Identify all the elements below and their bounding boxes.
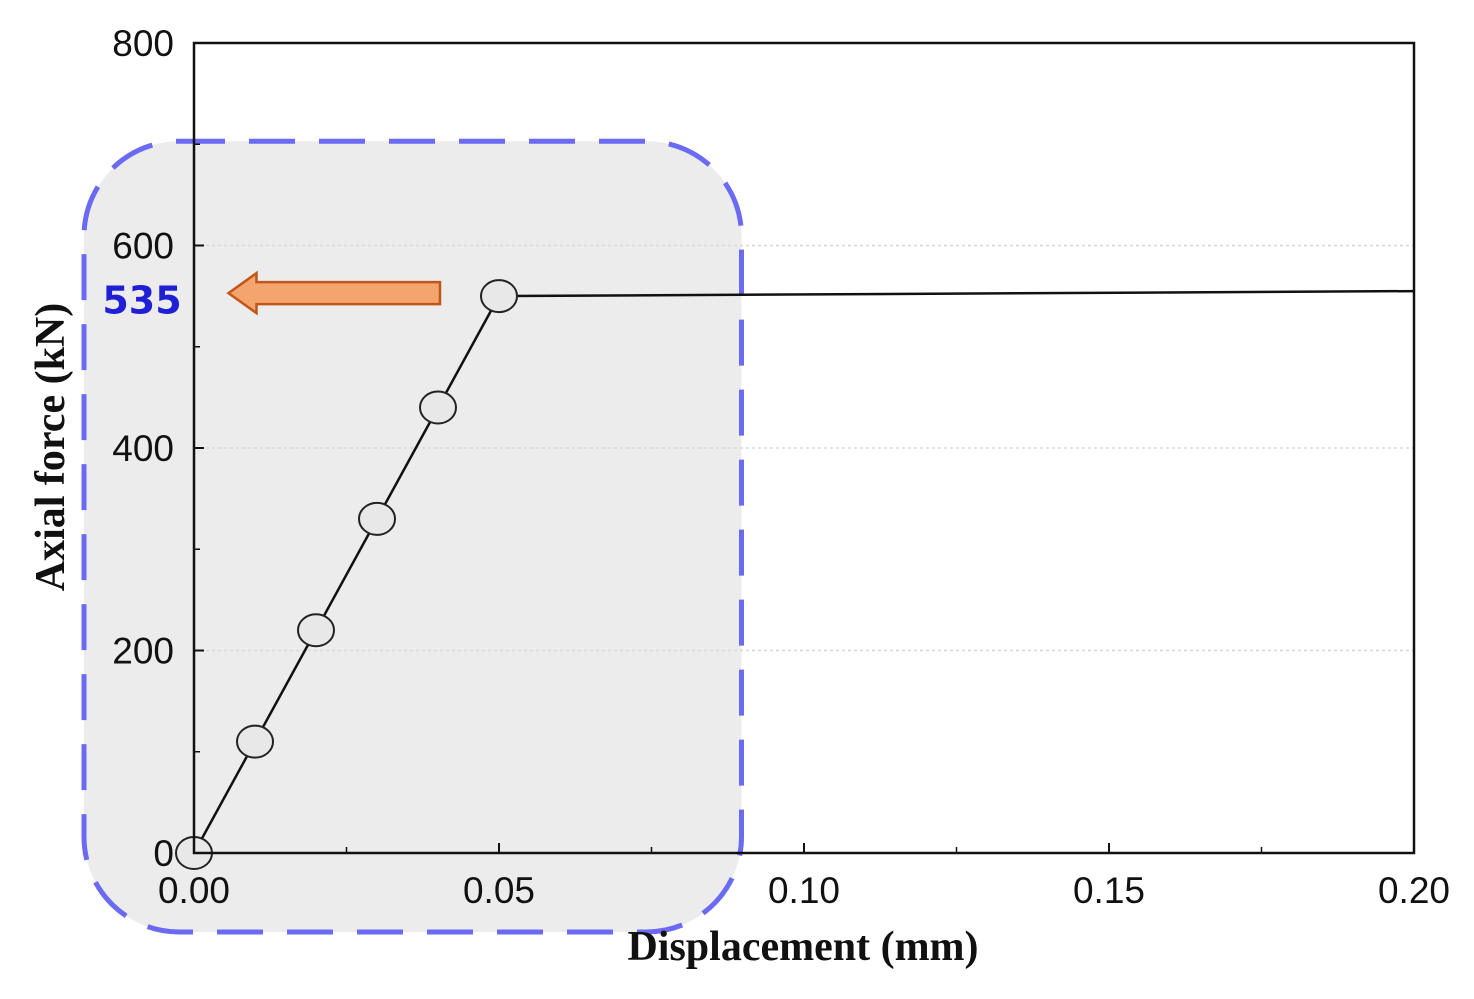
y-tick-label: 400 (112, 428, 174, 469)
annotation-layer: 535 (102, 270, 442, 322)
x-axis-title: Displacement (mm) (627, 924, 978, 970)
value-label-535: 535 (102, 278, 181, 322)
highlight-box (81, 138, 744, 935)
y-tick-label: 0 (153, 833, 174, 874)
left-arrow-icon (226, 270, 442, 316)
data-point-marker (236, 724, 274, 759)
x-tick-label: 0.00 (158, 870, 230, 911)
tick-layer: 0.00 0.05 0.10 0.15 0.20 0 200 400 600 800 (112, 23, 1450, 911)
series-line-1 (498, 289, 1415, 298)
data-point-marker (297, 613, 335, 648)
x-tick-label: 0.20 (1378, 870, 1450, 911)
y-tick-label: 600 (112, 226, 174, 267)
x-tick-label: 0.15 (1073, 870, 1145, 911)
data-point-marker (358, 501, 396, 536)
y-axis-title: Axial force (kN) (28, 303, 74, 591)
highlight-region-layer (81, 138, 744, 935)
y-tick-label: 200 (112, 631, 174, 672)
grid-layer (194, 244, 1414, 652)
x-tick-label: 0.10 (768, 870, 840, 911)
data-point-marker (419, 390, 457, 425)
series-line-0 (192, 295, 501, 854)
y-tick-label: 800 (112, 23, 174, 64)
data-point-marker (480, 279, 518, 314)
x-tick-label: 0.05 (463, 870, 535, 911)
